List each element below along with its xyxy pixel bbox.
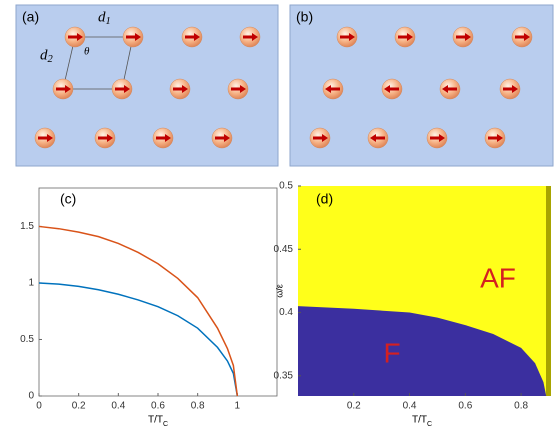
y-axis-label: ω/ε (274, 284, 284, 298)
series-line (38, 282, 239, 397)
spin-arrow-head (182, 85, 188, 93)
symbol: θ (84, 46, 90, 58)
spin-arrow-head (124, 85, 130, 93)
y-tick-label: 0.5 (20, 334, 34, 345)
spin-arrow-head (322, 134, 328, 142)
y-tick-label: 0.4 (279, 307, 293, 318)
y-tick-label: 0.35 (274, 370, 294, 381)
spin-arrow-head (465, 33, 471, 41)
spin-arrow-head (384, 85, 390, 93)
spin-arrow-head (224, 134, 230, 142)
symbol-sub: 1 (106, 16, 111, 27)
series-line (38, 225, 239, 397)
x-axis-label: T/TC (412, 415, 432, 428)
x-tick-label: 0.6 (458, 401, 472, 412)
spin-arrow-head (194, 33, 200, 41)
spin-arrow-head (252, 33, 258, 41)
region-label: F (383, 337, 400, 368)
x-tick-label: 1 (235, 401, 241, 412)
x-axis-label-sub: C (163, 421, 168, 428)
y-tick-label: 0 (28, 391, 34, 402)
spin-arrow-head (442, 85, 448, 93)
x-tick-label: 0.6 (151, 401, 165, 412)
plot-frame (38, 187, 278, 397)
region-lower (298, 306, 547, 396)
x-tick-label: 0.2 (347, 401, 361, 412)
symbol-sub: 2 (48, 54, 54, 65)
spin-arrow-head (77, 33, 83, 41)
spin-arrow-head (407, 33, 413, 41)
y-tick-label: 1.5 (20, 221, 34, 232)
spin-arrow-head (47, 134, 53, 142)
x-tick-label: 0.4 (403, 401, 417, 412)
spin-arrow-head (349, 33, 355, 41)
spin-arrow-head (165, 134, 171, 142)
spin-arrow-head (325, 85, 331, 93)
spin-arrow-head (65, 85, 71, 93)
panel-label: (a) (22, 9, 39, 25)
x-tick-label: 0.2 (72, 401, 86, 412)
spin-arrow-head (240, 85, 246, 93)
x-tick-label: 0.4 (111, 401, 125, 412)
spin-arrow-head (512, 85, 518, 93)
y-tick-label: 0.5 (279, 181, 293, 192)
x-axis-label: T/TC (148, 415, 168, 428)
spin-arrow-head (439, 134, 445, 142)
spin-arrow-head (135, 33, 141, 41)
spin-arrow-head (370, 134, 376, 142)
spin-arrow-head (107, 134, 113, 142)
region-label: AF (480, 262, 516, 293)
x-tick-label: 0.8 (514, 401, 528, 412)
panel-label: (b) (296, 9, 313, 25)
panel-label: (d) (316, 191, 333, 207)
panel-label: (c) (60, 191, 76, 207)
y-tick-label: 1 (28, 278, 34, 289)
x-tick-label: 0 (36, 401, 42, 412)
edge-strip (546, 186, 551, 396)
y-tick-label: 0.45 (274, 244, 294, 255)
x-tick-label: 0.8 (191, 401, 205, 412)
spin-arrow-head (524, 33, 530, 41)
x-axis-label-sub: C (427, 421, 432, 428)
spin-arrow-head (497, 134, 503, 142)
